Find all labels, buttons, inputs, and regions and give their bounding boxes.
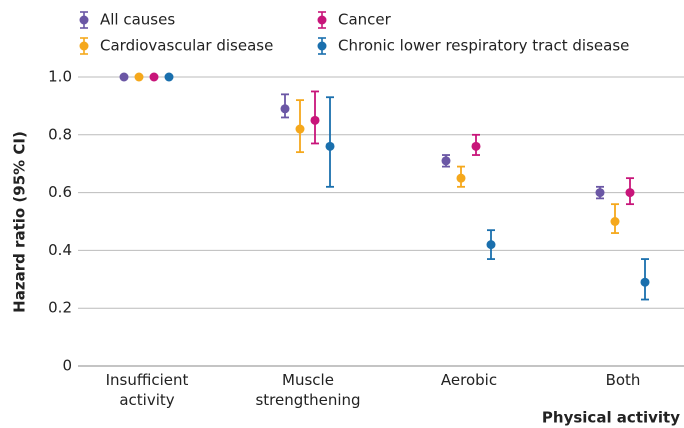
point xyxy=(149,72,159,82)
point xyxy=(486,240,496,250)
point xyxy=(640,277,650,287)
point xyxy=(610,217,620,226)
legend-label: Chronic lower respiratory tract disease xyxy=(338,37,629,55)
point xyxy=(310,115,320,125)
point xyxy=(119,72,129,82)
y-tick-label: 0.6 xyxy=(48,183,72,201)
legend-label: All causes xyxy=(100,11,175,29)
x-tick-label: Muscle strengthening xyxy=(255,371,361,409)
y-axis-title: Hazard ratio (95% CI) xyxy=(11,131,29,313)
point xyxy=(280,104,290,114)
point xyxy=(625,188,635,198)
y-tick-label: 0.4 xyxy=(48,241,72,259)
y-tick-label: 1.0 xyxy=(48,68,72,86)
x-tick-label: Aerobic xyxy=(440,371,498,389)
legend-icon xyxy=(317,41,327,51)
point xyxy=(471,141,481,151)
point xyxy=(456,173,466,183)
point xyxy=(295,124,305,134)
legend-label: Cancer xyxy=(338,11,392,29)
point xyxy=(441,156,451,166)
point xyxy=(595,188,605,198)
x-axis-title: Physical activity xyxy=(542,409,680,427)
point xyxy=(164,72,174,82)
y-tick-label: 0.2 xyxy=(48,299,72,317)
x-tick-label: Insufficient activity xyxy=(105,371,189,409)
point xyxy=(325,141,335,151)
point xyxy=(134,72,144,82)
y-tick-label: 0.8 xyxy=(48,125,72,143)
x-tick-label: Both xyxy=(605,371,641,389)
legend-icon xyxy=(79,15,89,25)
legend-label: Cardiovascular disease xyxy=(100,37,273,55)
legend-icon xyxy=(79,41,89,51)
y-tick-label: 0 xyxy=(62,357,72,375)
legend-icon xyxy=(317,15,327,25)
